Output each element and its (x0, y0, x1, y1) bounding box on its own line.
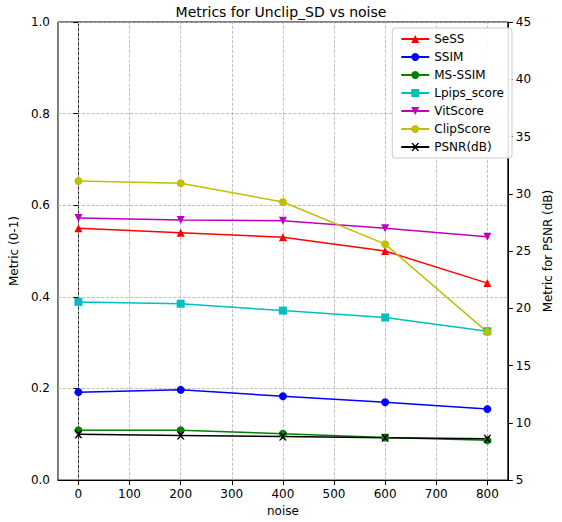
svg-text:SeSS: SeSS (434, 32, 464, 46)
svg-text:15: 15 (516, 359, 531, 373)
svg-text:100: 100 (118, 487, 141, 501)
svg-text:800: 800 (476, 487, 499, 501)
svg-text:Metrics for Unclip_SD vs noise: Metrics for Unclip_SD vs noise (176, 4, 387, 20)
svg-text:400: 400 (271, 487, 294, 501)
svg-text:30: 30 (516, 187, 531, 201)
svg-text:600: 600 (374, 487, 397, 501)
svg-text:noise: noise (267, 504, 299, 518)
svg-text:1.0: 1.0 (31, 15, 50, 29)
svg-text:10: 10 (516, 416, 531, 430)
svg-text:0.2: 0.2 (31, 381, 50, 395)
svg-text:0.0: 0.0 (31, 473, 50, 487)
svg-text:Metric for PSNR (dB): Metric for PSNR (dB) (541, 190, 555, 313)
svg-text:35: 35 (516, 130, 531, 144)
svg-text:SSIM: SSIM (434, 50, 463, 64)
svg-text:40: 40 (516, 72, 531, 86)
svg-text:VitScore: VitScore (434, 104, 484, 118)
svg-text:0.6: 0.6 (31, 198, 50, 212)
svg-text:0.4: 0.4 (31, 290, 50, 304)
svg-text:700: 700 (425, 487, 448, 501)
svg-text:5: 5 (516, 473, 524, 487)
svg-text:Metric (0-1): Metric (0-1) (7, 216, 21, 286)
svg-text:25: 25 (516, 244, 531, 258)
svg-text:PSNR(dB): PSNR(dB) (434, 140, 491, 154)
svg-text:0: 0 (75, 487, 83, 501)
svg-text:45: 45 (516, 15, 531, 29)
svg-text:Lpips_score: Lpips_score (434, 86, 504, 100)
svg-text:200: 200 (169, 487, 192, 501)
svg-text:20: 20 (516, 301, 531, 315)
svg-text:ClipScore: ClipScore (434, 122, 490, 136)
svg-text:500: 500 (323, 487, 346, 501)
svg-text:300: 300 (220, 487, 243, 501)
svg-text:0.8: 0.8 (31, 107, 50, 121)
svg-text:MS-SSIM: MS-SSIM (434, 68, 485, 82)
